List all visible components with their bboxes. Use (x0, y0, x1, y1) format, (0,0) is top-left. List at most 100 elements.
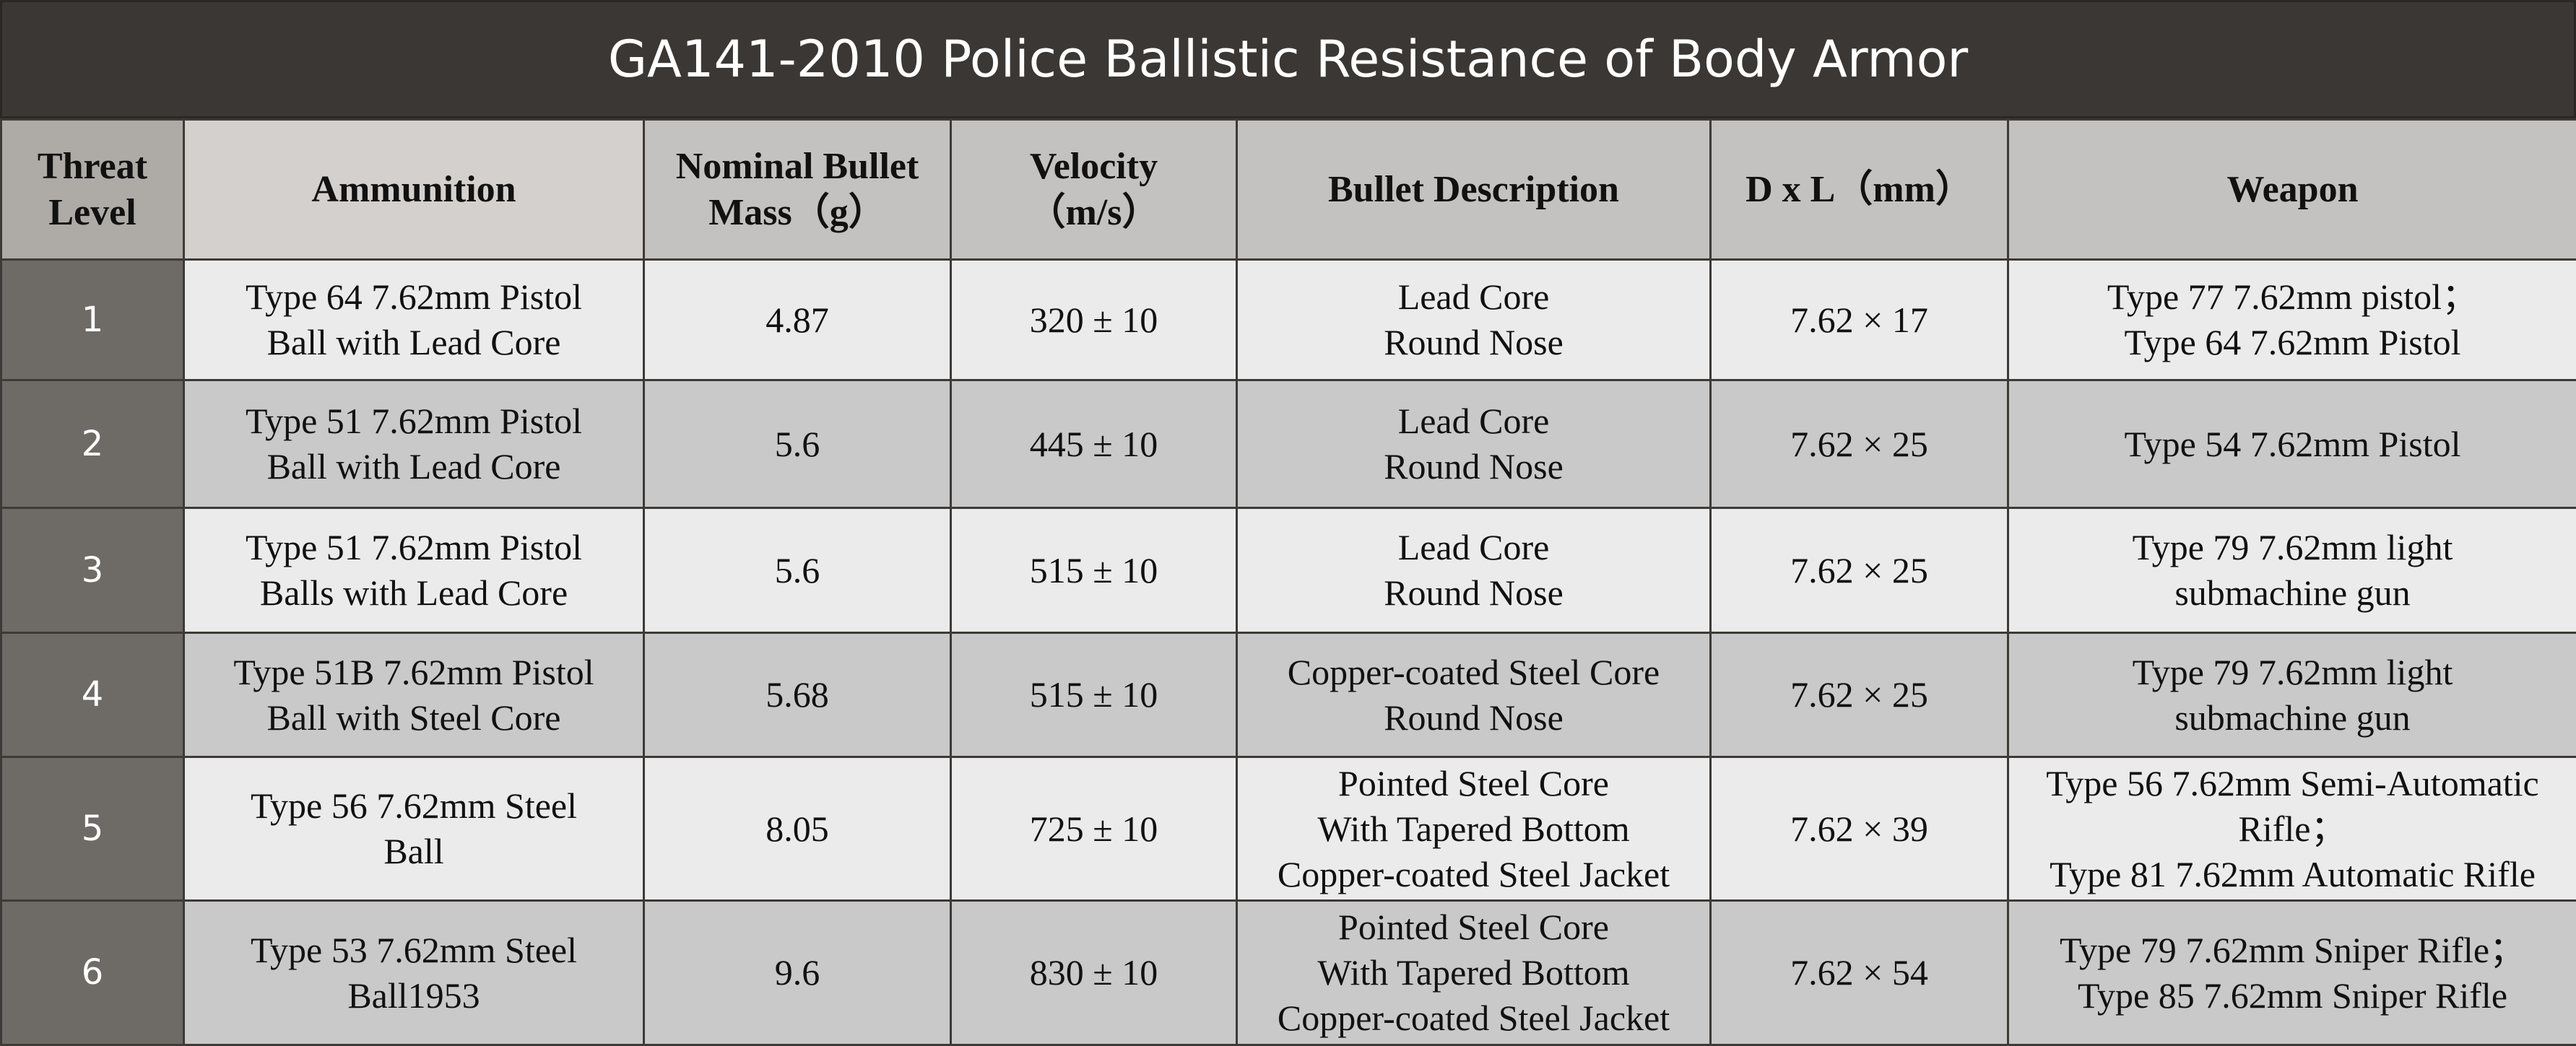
description-cell-line: Lead Core (1244, 525, 1704, 570)
description-cell-line: Lead Core (1244, 398, 1704, 444)
threat-level-cell: 3 (1, 508, 184, 633)
header-text-line: Ammunition (191, 167, 637, 213)
weapon-cell-line: Type 54 7.62mm Pistol (2015, 422, 2570, 467)
description-cell-line: Round Nose (1244, 320, 1704, 365)
description-cell-line: With Tapered Bottom (1244, 950, 1704, 995)
description-cell-line: Lead Core (1244, 274, 1704, 320)
header-bullet-description: Bullet Description (1237, 120, 1711, 260)
weapon-cell-line: Type 77 7.62mm pistol； (2015, 274, 2570, 320)
header-velocity: Velocity （m/s） (951, 120, 1237, 260)
table-title: GA141-2010 Police Ballistic Resistance o… (0, 0, 2576, 118)
ammunition-cell-line: Type 64 7.62mm Pistol (191, 274, 637, 320)
header-text-line: Threat (8, 144, 177, 190)
weapon-cell-line: Type 81 7.62mm Automatic Rifle (2015, 852, 2570, 897)
ammunition-cell-line: Type 51 7.62mm Pistol (191, 525, 637, 570)
description-cell-line: With Tapered Bottom (1244, 806, 1704, 852)
velocity-cell: 515 ± 10 (951, 633, 1237, 757)
threat-level-cell: 6 (1, 901, 184, 1045)
weapon-cell-line: Type 79 7.62mm Sniper Rifle； (2015, 928, 2570, 973)
mass-cell: 4.87 (644, 260, 951, 380)
header-text-line: Bullet Description (1244, 167, 1704, 213)
weapon-cell-line: submachine gun (2015, 570, 2570, 616)
ammunition-cell-line: Type 56 7.62mm Steel (191, 783, 637, 829)
header-threat-level: Threat Level (1, 120, 184, 260)
ammunition-cell-line: Ball1953 (191, 973, 637, 1019)
ammunition-cell-line: Ball with Lead Core (191, 320, 637, 365)
weapon-cell-line: Type 79 7.62mm light (2015, 525, 2570, 570)
header-text-line: Mass（g） (651, 190, 944, 236)
threat-level-cell: 5 (1, 757, 184, 901)
header-text-line: D x L（mm） (1717, 167, 2001, 213)
velocity-cell: 445 ± 10 (951, 380, 1237, 508)
ammunition-cell-line: Ball with Steel Core (191, 695, 637, 741)
velocity-cell: 725 ± 10 (951, 757, 1237, 901)
dimension-cell: 7.62 × 25 (1711, 633, 2008, 757)
weapon-cell-line: submachine gun (2015, 695, 2570, 741)
header-dimension: D x L（mm） (1711, 120, 2008, 260)
description-cell-line: Pointed Steel Core (1244, 761, 1704, 806)
threat-level-cell: 2 (1, 380, 184, 508)
description-cell-line: Round Nose (1244, 570, 1704, 616)
description-cell-line: Copper-coated Steel Jacket (1244, 852, 1704, 897)
description-cell-line: Copper-coated Steel Core (1244, 650, 1704, 695)
ammunition-cell-line: Type 51 7.62mm Pistol (191, 398, 637, 444)
weapon-cell-line: Type 79 7.62mm light (2015, 650, 2570, 695)
weapon-cell-line: Type 56 7.62mm Semi-Automatic (2015, 761, 2570, 806)
description-cell-line: Copper-coated Steel Jacket (1244, 995, 1704, 1041)
header-mass: Nominal Bullet Mass（g） (644, 120, 951, 260)
header-text-line: Weapon (2015, 167, 2570, 213)
mass-cell: 5.6 (644, 380, 951, 508)
weapon-cell: Type 79 7.62mm Sniper Rifle；Type 85 7.62… (2008, 901, 2576, 1045)
mass-cell: 9.6 (644, 901, 951, 1045)
dimension-cell: 7.62 × 39 (1711, 757, 2008, 901)
dimension-cell: 7.62 × 25 (1711, 380, 2008, 508)
ammunition-cell-line: Ball (191, 829, 637, 874)
threat-level-cell: 4 (1, 633, 184, 757)
header-row: Threat Level Ammunition Nominal Bullet M… (1, 120, 2576, 260)
dimension-cell: 7.62 × 54 (1711, 901, 2008, 1045)
header-text-line: Velocity (958, 144, 1230, 190)
weapon-cell: Type 77 7.62mm pistol；Type 64 7.62mm Pis… (2008, 260, 2576, 380)
header-text-line: Nominal Bullet (651, 144, 944, 190)
ammunition-cell-line: Balls with Lead Core (191, 570, 637, 616)
ammunition-cell-line: Ball with Lead Core (191, 444, 637, 489)
velocity-cell: 515 ± 10 (951, 508, 1237, 633)
velocity-cell: 320 ± 10 (951, 260, 1237, 380)
description-cell-line: Round Nose (1244, 695, 1704, 741)
description-cell-line: Round Nose (1244, 444, 1704, 489)
velocity-cell: 830 ± 10 (951, 901, 1237, 1045)
weapon-cell-line: Type 85 7.62mm Sniper Rifle (2015, 973, 2570, 1019)
threat-level-cell: 1 (1, 260, 184, 380)
header-ammunition: Ammunition (184, 120, 644, 260)
header-weapon: Weapon (2008, 120, 2576, 260)
mass-cell: 8.05 (644, 757, 951, 901)
weapon-cell-line: Rifle； (2015, 806, 2570, 852)
ammunition-cell-line: Type 51B 7.62mm Pistol (191, 650, 637, 695)
weapon-cell: Type 54 7.62mm Pistol (2008, 380, 2576, 508)
header-text-line: （m/s） (958, 190, 1230, 236)
mass-cell: 5.68 (644, 633, 951, 757)
ballistic-resistance-table: Threat Level Ammunition Nominal Bullet M… (0, 118, 2576, 1046)
weapon-cell-line: Type 64 7.62mm Pistol (2015, 320, 2570, 365)
